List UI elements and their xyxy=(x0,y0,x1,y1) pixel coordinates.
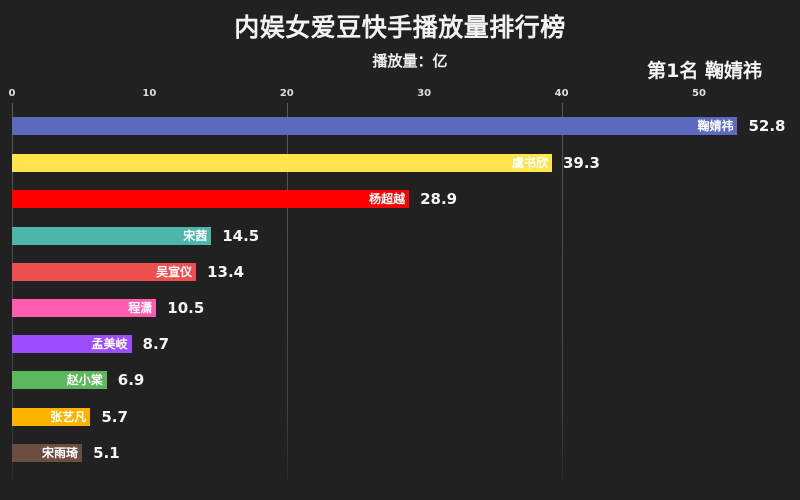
bar-name-label: 赵小棠 xyxy=(66,373,103,387)
bar-value-label: 52.8 xyxy=(748,117,786,135)
bar-value-label: 5.7 xyxy=(101,408,128,426)
bar-value-label: 39.3 xyxy=(562,154,600,172)
x-axis-tick-label: 20 xyxy=(279,88,294,99)
bar-value-label: 8.7 xyxy=(142,335,170,353)
bar: 程潇 xyxy=(12,299,157,317)
bar: 张艺凡 xyxy=(12,408,91,426)
bar-name-label: 张艺凡 xyxy=(50,410,87,424)
bar: 吴宣仪 xyxy=(12,263,197,281)
x-axis-tick-label: 50 xyxy=(692,88,706,99)
bar-name-label: 宋雨琦 xyxy=(42,446,79,460)
bar: 赵小棠 xyxy=(12,371,107,389)
bar: 宋茜 xyxy=(12,227,212,245)
bar-value-label: 6.9 xyxy=(117,371,145,389)
x-axis-tick-label: 0 xyxy=(8,88,16,99)
bar: 宋雨琦 xyxy=(12,444,83,462)
bar-value-label: 14.5 xyxy=(222,227,260,245)
bar-name-label: 鞠婧祎 xyxy=(697,119,734,133)
bar: 孟美岐 xyxy=(12,335,132,353)
bar-value-label: 5.1 xyxy=(93,444,120,462)
bar-value-label: 28.9 xyxy=(420,190,458,208)
bar: 虞书欣 xyxy=(12,154,552,172)
x-axis-tick-label: 30 xyxy=(417,88,432,99)
bar-name-label: 虞书欣 xyxy=(511,156,548,170)
bar-name-label: 孟美岐 xyxy=(91,337,128,351)
rank-label: 第1名 鞠婧祎 xyxy=(647,60,762,82)
chart-title: 内娱女爱豆快手播放量排行榜 xyxy=(234,13,566,42)
x-axis-tick-label: 10 xyxy=(142,88,157,99)
gridline xyxy=(561,103,563,480)
x-axis-tick-label: 40 xyxy=(554,88,569,99)
bar: 鞠婧祎 xyxy=(12,117,738,135)
bar-name-label: 程潇 xyxy=(128,301,153,315)
bar-name-label: 杨超越 xyxy=(369,192,406,206)
bar-value-label: 13.4 xyxy=(207,263,245,281)
gridline xyxy=(12,103,13,480)
chart-subtitle: 播放量：亿 xyxy=(372,52,448,70)
bar: 杨超越 xyxy=(12,190,410,208)
gridline xyxy=(286,103,288,480)
bar-name-label: 宋茜 xyxy=(183,229,208,243)
bar-name-label: 吴宣仪 xyxy=(156,265,193,279)
bar-value-label: 10.5 xyxy=(167,299,205,317)
